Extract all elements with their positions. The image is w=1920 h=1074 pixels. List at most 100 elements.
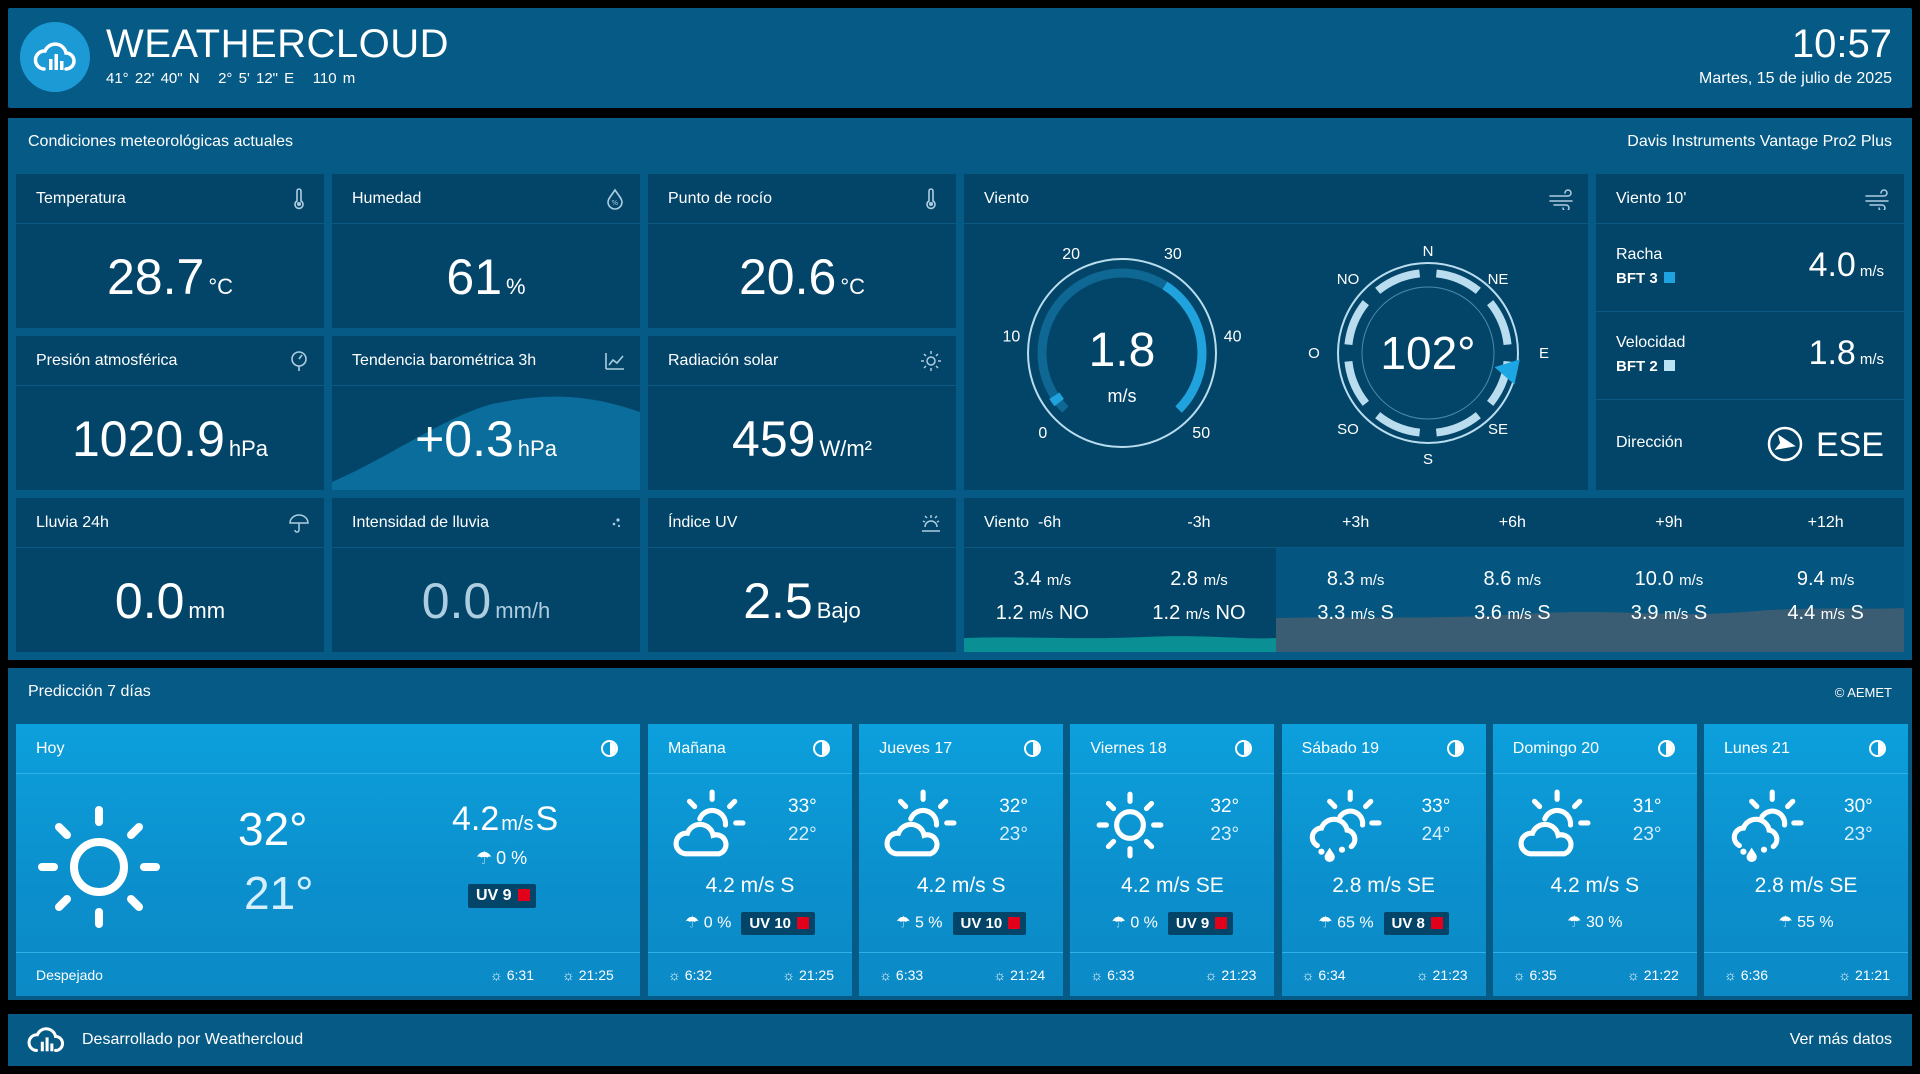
wind-gauges: 0 10 20 30 40 50 1.8 m/s N NE E SE S SO … xyxy=(1002,243,1549,468)
sunset-icon: ☼ xyxy=(782,967,796,983)
moon-phase-icon xyxy=(1446,740,1464,757)
direction: S xyxy=(1537,602,1551,624)
moon-phase-icon xyxy=(1869,740,1886,757)
gust-value: 10.0 xyxy=(1634,568,1674,590)
tile-label: Índice UV xyxy=(648,498,956,548)
day-sunrise: 6:33 xyxy=(1107,967,1135,983)
day-max: 33° xyxy=(1421,796,1451,817)
compass-no: NO xyxy=(1337,271,1360,288)
forecast-day-card[interactable]: Viernes 18 32° 23° 4.2 m/s SE ☂ 0 % UV 9 … xyxy=(1070,724,1275,996)
tile-label: Intensidad de lluvia xyxy=(332,498,640,548)
gust-bft-swatch xyxy=(1663,272,1675,283)
compass-segment xyxy=(1486,300,1512,346)
gust-label: Racha xyxy=(1616,246,1663,263)
sun-rain-icon xyxy=(1309,789,1382,862)
forecast-today-card[interactable]: Hoy 32° 21° 4.2 m/sS ☂ 0 % UV 9 Despejado … xyxy=(16,724,640,996)
wind-forecast-hour: +6h xyxy=(1434,514,1591,532)
pressure-value: 1020.9 xyxy=(71,411,225,467)
sunset-icon: ☼ xyxy=(1627,967,1640,983)
day-min: 23° xyxy=(1632,824,1662,845)
sun-cloud-icon xyxy=(673,789,746,857)
umbrella-icon: ☂ xyxy=(684,914,700,932)
wind-direction-compass: N NE E SE S SO O NO 102° xyxy=(1308,243,1549,468)
dewpoint-tile[interactable]: Punto de rocío 20.6 °C xyxy=(648,174,956,328)
direction-label: Dirección xyxy=(1616,434,1683,451)
sunset-icon: ☼ xyxy=(1838,967,1852,983)
footer: Desarrollado por Weathercloud Ver más da… xyxy=(8,1014,1912,1066)
tile-label: Humedad xyxy=(332,174,640,224)
forecast-day-card[interactable]: Jueves 17 32° 23° 4.2 m/s S ☂ 5 % UV 10 ☼… xyxy=(859,724,1064,996)
weathercloud-logo-icon[interactable] xyxy=(20,22,90,92)
wind-forecast-speed: 4.4 m/s S xyxy=(1747,602,1904,625)
uv-index-tile[interactable]: Índice UV 2.5 Bajo xyxy=(648,498,956,652)
day-wind: 2.8 m/s SE xyxy=(1332,874,1435,897)
umbrella-icon: ☂ xyxy=(1778,914,1793,931)
compass-s: S xyxy=(1423,451,1433,468)
forecast-day-card[interactable]: Mañana 33° 22° 4.2 m/s S ☂ 0 % UV 10 ☼ 6:… xyxy=(648,724,852,996)
hour-label: +3h xyxy=(1342,514,1370,531)
gust-bft: BFT 3 xyxy=(1616,270,1658,287)
solar-radiation-tile[interactable]: Radiación solar 459 W/m² xyxy=(648,336,956,490)
day-sunrise: 6:33 xyxy=(895,967,924,983)
wind-10min-tile[interactable]: Viento 10' Racha BFT 3 4.0 m/s Velocidad … xyxy=(1596,174,1904,490)
moon-phase-icon xyxy=(601,740,618,757)
compass-segment xyxy=(1375,269,1421,295)
humidity-tile[interactable]: Humedad % 61% xyxy=(332,174,640,328)
pressure-trend-chart xyxy=(332,396,640,490)
today-description: Despejado xyxy=(36,967,103,983)
day-sunset: 21:25 xyxy=(798,967,834,983)
speed-value: 1.2 xyxy=(1152,602,1181,624)
day-min: 23° xyxy=(1210,824,1240,845)
speed-value: 1.2 xyxy=(995,602,1024,624)
forecast-source: © AEMET xyxy=(1834,685,1892,700)
day-sunset: 21:23 xyxy=(1221,967,1257,983)
compass-segment xyxy=(1375,411,1421,437)
forecast-day-card[interactable]: Sábado 19 33° 24° 2.8 m/s SE ☂ 65 % UV 8 … xyxy=(1281,724,1486,996)
today-max: 32° xyxy=(238,803,308,855)
moon-phase-icon xyxy=(1235,740,1253,757)
wind-direction-degrees: 102° xyxy=(1380,327,1475,379)
tile-label: Viento xyxy=(964,174,1588,224)
wind-tile[interactable]: Viento 0 10 20 30 40 50 1.8 m/s N NE E S… xyxy=(964,174,1588,490)
day-min: 23° xyxy=(999,824,1028,845)
wind-forecast-tile[interactable]: Viento -6h 3.4 m/s 1.2 m/s NO -3h 2.8 m/s 1.2… xyxy=(964,498,1904,652)
unit: m/s xyxy=(1507,606,1532,623)
barometer-icon xyxy=(291,351,307,371)
speed-scale-10: 10 xyxy=(1002,328,1020,345)
sunset-icon: ☼ xyxy=(993,967,1007,983)
day-sunset: 21:24 xyxy=(1010,967,1046,983)
uv-swatch xyxy=(797,917,810,929)
temperature-unit: °C xyxy=(208,274,233,299)
moon-phase-icon xyxy=(1024,740,1042,757)
temperature-tile[interactable]: Temperatura 28.7 °C xyxy=(16,174,324,328)
pressure-trend-tile[interactable]: Tendencia barométrica 3h +0.3 hPa xyxy=(332,336,640,490)
uv-badge: UV 10 xyxy=(741,912,816,935)
forecast-day-card[interactable]: Lunes 21 30° 23° 2.8 m/s SE ☂ 55 % ☼ 6:3… xyxy=(1704,724,1908,996)
compass-e: E xyxy=(1539,345,1549,362)
forecast-day-label: Viernes 18 xyxy=(1070,724,1275,774)
uv-badge: UV 9 xyxy=(1167,912,1234,935)
day-sunrise: 6:35 xyxy=(1529,967,1557,983)
hour-label: +12h xyxy=(1807,514,1844,531)
forecast-day-card[interactable]: Domingo 20 31° 23° 4.2 m/s S ☂ 30 % ☼ 6:… xyxy=(1492,724,1697,996)
wind-forecast-label: Viento xyxy=(984,514,1030,531)
speed-scale-0: 0 xyxy=(1038,425,1047,442)
tile-label: Radiación solar xyxy=(648,336,956,386)
direction-row: Dirección ESE xyxy=(1596,400,1904,490)
sunrise-icon: ☼ xyxy=(879,967,893,983)
sunrise-icon: ☼ xyxy=(668,967,681,983)
pressure-tile[interactable]: Presión atmosférica 1020.9 hPa xyxy=(16,336,324,490)
direction-value: ESE xyxy=(1815,426,1884,464)
rain-rate-tile[interactable]: Intensidad de lluvia 0.0 mm/h xyxy=(332,498,640,652)
day-sunrise: 6:32 xyxy=(684,967,712,983)
tile-label: Temperatura xyxy=(16,174,324,224)
day-wind: 2.8 m/s SE xyxy=(1754,874,1858,897)
rain-24h-tile[interactable]: Lluvia 24h 0.0 mm xyxy=(16,498,324,652)
sunset-icon: ☼ xyxy=(1415,967,1429,983)
forecast-title: Predicción 7 días xyxy=(28,683,151,700)
wind-forecast-gust: 8.6 m/s xyxy=(1434,568,1591,591)
more-data-link[interactable]: Ver más datos xyxy=(1789,1031,1892,1048)
current-date: Martes, 15 de julio de 2025 xyxy=(1698,70,1892,87)
gust-value: 9.4 xyxy=(1796,568,1825,590)
wind-forecast-speed: 1.2 m/s NO xyxy=(964,602,1121,625)
